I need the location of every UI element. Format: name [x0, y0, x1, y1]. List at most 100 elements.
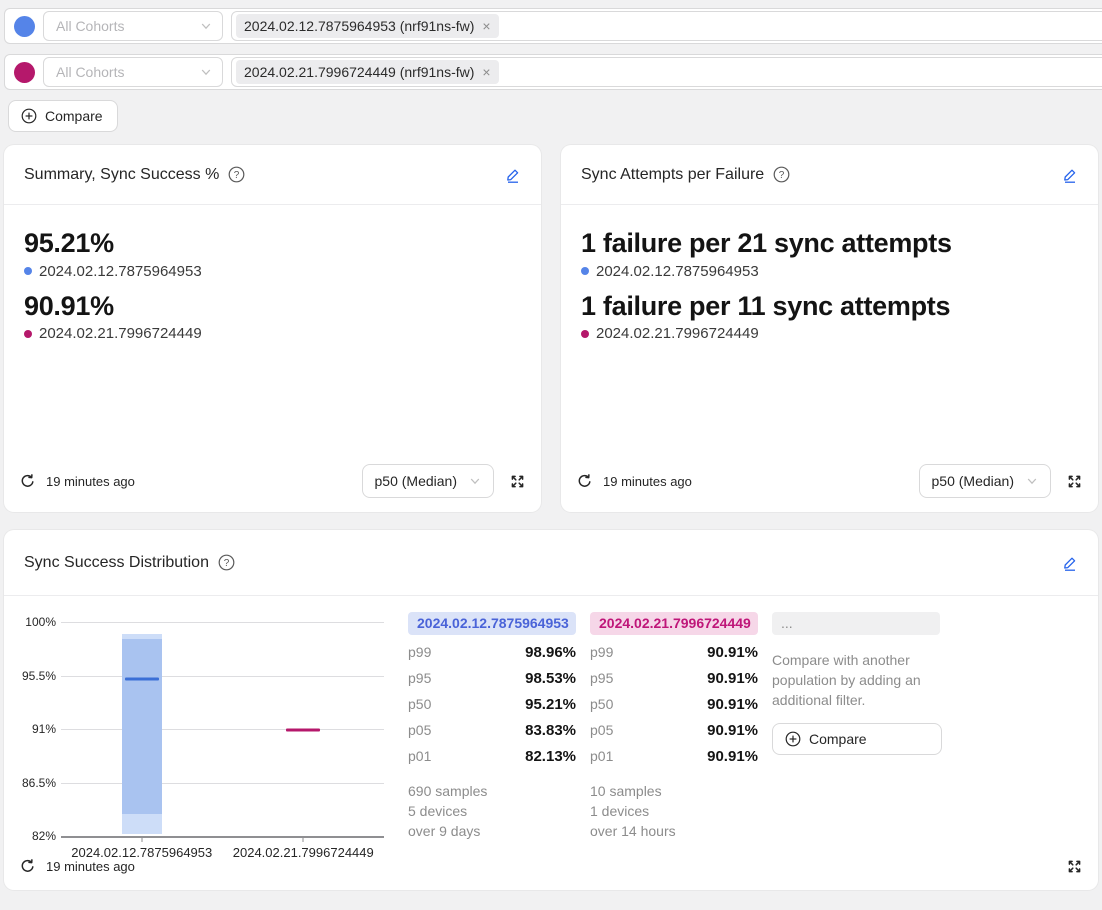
help-icon[interactable]: ? — [773, 166, 790, 183]
metric-series-name: 2024.02.21.7996724449 — [596, 325, 759, 343]
card-title: Sync Attempts per Failure — [581, 165, 765, 183]
stats-column-2: 2024.02.21.7996724449 p99 90.91% p95 90.… — [590, 612, 758, 866]
percentile-select[interactable]: p50 (Median) — [918, 464, 1051, 498]
cohort-select-placeholder: All Cohorts — [56, 18, 125, 34]
percentile-label: p01 — [408, 748, 432, 764]
edit-chart-button[interactable] — [1062, 555, 1078, 571]
population-info: 690 samples 5 devices over 9 days — [408, 781, 576, 841]
y-axis-tick-label: 91% — [31, 722, 56, 736]
card-footer: 19 minutes ago p50 (Median) — [561, 450, 1098, 512]
median-marker — [124, 677, 159, 681]
edit-pencil-icon — [1064, 557, 1076, 571]
remove-tag-icon[interactable]: × — [482, 64, 491, 80]
last-updated: 19 minutes ago — [20, 474, 135, 489]
remove-tag-icon[interactable]: × — [482, 18, 491, 34]
series-dot-icon — [24, 329, 32, 338]
svg-text:?: ? — [224, 558, 230, 569]
percentile-select-value: p50 (Median) — [931, 473, 1015, 489]
distribution-body: 100% 95.5% 91% 86.5% 82% 2024.02.12.787596495… — [4, 596, 1098, 866]
x-axis-tick — [302, 836, 304, 842]
metric-series-name: 2024.02.12.7875964953 — [596, 262, 759, 280]
empty-population-pill: ... — [772, 612, 940, 635]
distribution-plot: 100% 95.5% 91% 86.5% 82% 2024.02.12.787596495… — [22, 615, 384, 860]
gridline — [61, 729, 384, 730]
y-axis-tick-label: 86.5% — [21, 775, 56, 790]
metric-value: 1 failure per 11 sync attempts — [581, 290, 951, 321]
chevron-down-icon — [201, 23, 211, 30]
percentile-label: p05 — [590, 722, 614, 738]
gridline — [61, 622, 384, 623]
gridline — [61, 675, 384, 677]
percentile-row: p95 98.53% — [408, 665, 576, 691]
version-filter-input-2[interactable]: 2024.02.21.7996724449 (nrf91ns-fw) × — [231, 57, 1102, 87]
version-filter-input-1[interactable]: 2024.02.12.7875964953 (nrf91ns-fw) × — [231, 11, 1102, 41]
filter-row-1: All Cohorts 2024.02.12.7875964953 (nrf91… — [4, 8, 1102, 44]
population-info: 10 samples 1 devices over 14 hours — [590, 781, 758, 841]
percentile-label: p50 — [590, 696, 614, 712]
expand-card-button[interactable] — [510, 474, 525, 489]
percentile-row: p50 95.21% — [408, 691, 576, 717]
help-icon[interactable]: ? — [218, 554, 235, 571]
compare-button[interactable]: Compare — [8, 100, 118, 132]
percentile-value: 90.91% — [707, 643, 758, 661]
series-color-swatch-1[interactable] — [14, 15, 35, 37]
percentile-row: p50 90.91% — [590, 691, 758, 717]
last-updated-text: 19 minutes ago — [603, 473, 692, 489]
device-count: 5 devices — [408, 803, 468, 819]
refresh-icon[interactable] — [20, 858, 35, 874]
card-title: Sync Success Distribution — [24, 553, 209, 571]
filter-tag-label: 2024.02.21.7996724449 (nrf91ns-fw) — [244, 64, 475, 80]
last-updated-text: 19 minutes ago — [46, 858, 135, 874]
last-updated: 19 minutes ago — [577, 474, 692, 489]
chevron-down-icon — [1027, 478, 1037, 485]
cohort-select-2[interactable]: All Cohorts — [43, 57, 223, 87]
refresh-icon[interactable] — [577, 473, 592, 489]
x-axis-tick — [141, 836, 143, 842]
summary-card: Summary, Sync Success % ? 95.21% 2024.02… — [4, 145, 541, 512]
edit-chart-button[interactable] — [1062, 167, 1078, 183]
sample-count: 10 samples — [590, 783, 662, 799]
refresh-icon[interactable] — [20, 473, 35, 489]
edit-pencil-icon — [507, 169, 519, 183]
y-axis-tick-label: 82% — [31, 829, 56, 843]
last-updated-text: 19 minutes ago — [46, 473, 135, 489]
svg-text:?: ? — [779, 170, 785, 181]
percentile-table: p99 98.96% p95 98.53% p50 95.21% p05 83.… — [408, 639, 576, 769]
percentile-row: p01 90.91% — [590, 743, 758, 769]
compare-button-secondary[interactable]: Compare — [772, 723, 942, 755]
card-title: Summary, Sync Success % — [24, 165, 220, 183]
plus-circle-icon — [785, 731, 801, 747]
attempts-card: Sync Attempts per Failure ? 1 failure pe… — [561, 145, 1098, 512]
metric-series-name: 2024.02.12.7875964953 — [39, 262, 202, 280]
percentile-row: p05 83.83% — [408, 717, 576, 743]
filter-tag-2: 2024.02.21.7996724449 (nrf91ns-fw) × — [236, 60, 499, 84]
compare-column: ... Compare with another population by a… — [772, 612, 942, 866]
card-footer: 19 minutes ago — [4, 842, 1098, 890]
percentile-value: 83.83% — [525, 721, 576, 739]
card-header: Sync Attempts per Failure ? — [561, 145, 1098, 205]
percentile-label: p99 — [590, 644, 614, 660]
expand-icon — [1068, 475, 1081, 487]
cohort-select-1[interactable]: All Cohorts — [43, 11, 223, 41]
percentile-table: p99 90.91% p95 90.91% p50 90.91% p05 90.… — [590, 639, 758, 769]
metric-series-label: 2024.02.12.7875964953 — [581, 263, 1078, 280]
x-axis-label: 2024.02.12.7875964953 — [71, 845, 213, 860]
percentile-value: 95.21% — [525, 695, 576, 713]
help-icon[interactable]: ? — [228, 166, 245, 183]
percentile-row: p99 90.91% — [590, 639, 758, 665]
expand-card-button[interactable] — [1067, 859, 1082, 874]
metric-value: 1 failure per 21 sync attempts — [581, 228, 952, 258]
edit-chart-button[interactable] — [505, 167, 521, 183]
chevron-down-icon — [470, 478, 480, 485]
metric-series-label: 2024.02.21.7996724449 — [24, 325, 521, 342]
percentile-row: p99 98.96% — [408, 639, 576, 665]
percentile-value: 90.91% — [707, 721, 758, 739]
card-header: Sync Success Distribution ? — [4, 530, 1098, 596]
x-axis-label: 2024.02.21.7996724449 — [232, 845, 374, 860]
series-color-swatch-2[interactable] — [14, 61, 35, 83]
expand-card-button[interactable] — [1067, 474, 1082, 489]
distribution-card: Sync Success Distribution ? 100% 95.5% 91%… — [4, 530, 1098, 890]
percentile-row: p01 82.13% — [408, 743, 576, 769]
percentile-select[interactable]: p50 (Median) — [361, 464, 494, 498]
percentile-value: 98.53% — [525, 669, 576, 687]
